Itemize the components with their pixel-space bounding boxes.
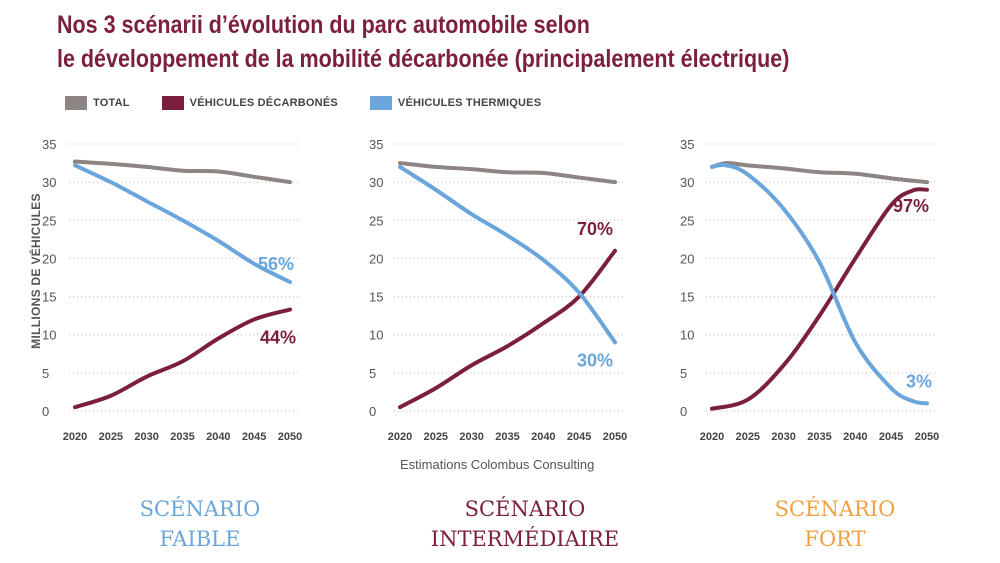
scenario-label-low: SCÉNARIO FAIBLE xyxy=(115,494,285,554)
legend-swatch-total xyxy=(65,96,87,110)
x-tick-label: 2040 xyxy=(843,431,867,443)
x-tick-label: 2050 xyxy=(915,431,939,443)
y-tick-label: 25 xyxy=(369,213,383,228)
y-tick-label: 5 xyxy=(42,366,49,381)
y-tick-label: 35 xyxy=(369,137,383,152)
source-note: Estimations Colombus Consulting xyxy=(400,457,595,472)
y-tick-label: 0 xyxy=(680,404,687,419)
series-line-thermal xyxy=(73,163,292,285)
end-label-decarbonized: 70% xyxy=(577,219,613,239)
y-tick-label: 35 xyxy=(42,137,56,152)
chart-title: Nos 3 scénarii d’évolution du parc autom… xyxy=(57,8,857,76)
x-tick-label: 2040 xyxy=(531,431,555,443)
y-tick-label: 0 xyxy=(42,404,49,419)
x-tick-label: 2030 xyxy=(459,431,483,443)
legend: TOTAL VÉHICULES DÉCARBONÉS VÉHICULES THE… xyxy=(65,94,573,112)
x-tick-label: 2030 xyxy=(771,431,795,443)
end-label-thermal: 30% xyxy=(577,350,613,370)
y-tick-label: 10 xyxy=(680,328,694,343)
y-tick-label: 5 xyxy=(680,366,687,381)
series-line-total xyxy=(73,159,292,185)
y-tick-label: 30 xyxy=(369,175,383,190)
series-line-total xyxy=(710,161,929,185)
title-line-1: Nos 3 scénarii d’évolution du parc autom… xyxy=(57,11,590,39)
x-tick-label: 2050 xyxy=(278,431,302,443)
y-tick-label: 10 xyxy=(42,328,56,343)
legend-swatch-decarbonized xyxy=(161,96,184,110)
series-line-thermal xyxy=(710,163,929,406)
y-tick-label: 20 xyxy=(680,251,694,266)
legend-item-total: TOTAL xyxy=(65,96,130,110)
series-line-total xyxy=(398,161,617,185)
y-tick-label: 25 xyxy=(680,213,694,228)
x-tick-label: 2025 xyxy=(99,431,123,443)
scenario-low-line1: SCÉNARIO xyxy=(139,497,261,521)
y-tick-label: 15 xyxy=(680,290,694,305)
scenario-label-high: SCÉNARIO FORT xyxy=(750,494,920,554)
y-tick-label: 15 xyxy=(369,290,383,305)
x-tick-label: 2035 xyxy=(807,431,831,443)
x-tick-label: 2040 xyxy=(206,431,230,443)
legend-label-total: TOTAL xyxy=(93,97,130,109)
x-tick-label: 2030 xyxy=(134,431,158,443)
x-tick-label: 2020 xyxy=(388,431,412,443)
x-tick-label: 2045 xyxy=(879,431,903,443)
y-tick-label: 20 xyxy=(42,251,56,266)
legend-item-decarbonized: VÉHICULES DÉCARBONÉS xyxy=(161,96,338,110)
y-tick-label: 0 xyxy=(369,404,376,419)
scenario-label-medium: SCÉNARIO INTERMÉDIAIRE xyxy=(405,494,645,554)
title-line-2: le développement de la mobilité décarbon… xyxy=(57,45,790,73)
scenario-medium-line2: INTERMÉDIAIRE xyxy=(430,527,620,551)
x-tick-label: 2035 xyxy=(170,431,194,443)
y-tick-label: 25 xyxy=(42,213,56,228)
x-tick-label: 2025 xyxy=(424,431,448,443)
series-line-decarbonized xyxy=(710,187,929,411)
x-tick-label: 2020 xyxy=(63,431,87,443)
y-tick-label: 10 xyxy=(369,328,383,343)
legend-item-thermal: VÉHICULES THERMIQUES xyxy=(369,96,542,110)
end-label-thermal: 56% xyxy=(258,254,294,274)
scenario-high-line1: SCÉNARIO xyxy=(774,497,896,521)
scenario-high-line2: FORT xyxy=(804,527,866,551)
end-label-decarbonized: 97% xyxy=(893,196,929,216)
y-tick-label: 35 xyxy=(680,137,694,152)
scenario-low-line2: FAIBLE xyxy=(159,527,241,551)
legend-label-decarbonized: VÉHICULES DÉCARBONÉS xyxy=(189,97,338,109)
y-tick-label: 5 xyxy=(369,366,376,381)
x-tick-label: 2045 xyxy=(242,431,266,443)
scenario-medium-line1: SCÉNARIO xyxy=(464,497,586,521)
series-line-decarbonized xyxy=(398,248,617,410)
y-tick-label: 30 xyxy=(680,175,694,190)
x-tick-label: 2035 xyxy=(495,431,519,443)
x-tick-label: 2025 xyxy=(736,431,760,443)
end-label-thermal: 3% xyxy=(906,371,932,391)
x-tick-label: 2050 xyxy=(603,431,627,443)
series-line-thermal xyxy=(398,164,617,345)
y-tick-label: 20 xyxy=(369,251,383,266)
x-tick-label: 2020 xyxy=(700,431,724,443)
series-line-decarbonized xyxy=(73,307,292,410)
y-tick-label: 15 xyxy=(42,290,56,305)
x-tick-label: 2045 xyxy=(567,431,591,443)
y-tick-label: 30 xyxy=(42,175,56,190)
legend-swatch-thermal xyxy=(369,96,392,110)
end-label-decarbonized: 44% xyxy=(260,328,296,348)
legend-label-thermal: VÉHICULES THERMIQUES xyxy=(397,97,542,109)
